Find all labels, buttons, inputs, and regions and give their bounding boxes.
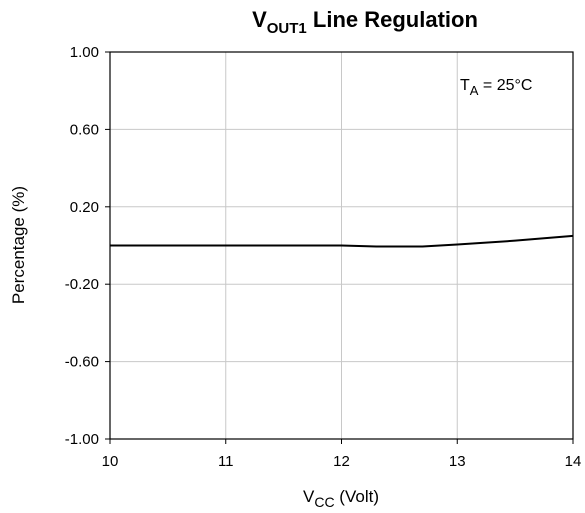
x-axis-label-main: V <box>303 487 315 506</box>
x-tick-label: 13 <box>449 453 466 470</box>
annotation-rest: = 25°C <box>478 77 532 94</box>
x-tick-label: 12 <box>333 453 350 470</box>
y-tick-label: -1.00 <box>65 431 99 448</box>
x-tick-label: 10 <box>102 453 119 470</box>
y-axis-ticks: 1.00 0.60 0.20 -0.20 -0.60 -1.00 <box>65 44 110 448</box>
chart-title-main: V <box>252 7 267 32</box>
y-axis-label: Percentage (%) <box>9 186 28 304</box>
x-axis-label-rest: (Volt) <box>335 487 379 506</box>
annotation-main: T <box>460 77 470 94</box>
y-tick-label: 0.20 <box>70 199 99 216</box>
chart-title-subscript: OUT1 <box>267 20 307 37</box>
x-tick-label: 11 <box>218 453 234 470</box>
y-tick-label: 0.60 <box>70 121 99 138</box>
x-tick-label: 14 <box>565 453 582 470</box>
y-tick-label: -0.60 <box>65 354 99 371</box>
y-tick-label: 1.00 <box>70 44 99 61</box>
temperature-annotation: TA = 25°C <box>460 77 532 98</box>
series-group <box>110 234 574 248</box>
series-line <box>110 234 574 248</box>
annotation-subscript: A <box>470 83 479 98</box>
chart-title-rest: Line Regulation <box>307 7 478 32</box>
chart-title: VOUT1 Line Regulation <box>252 7 478 37</box>
y-tick-label: -0.20 <box>65 276 99 293</box>
x-axis-label: VCC (Volt) <box>303 487 379 510</box>
x-axis-ticks: 10 11 12 13 14 <box>102 439 582 470</box>
x-axis-label-subscript: CC <box>314 494 334 510</box>
